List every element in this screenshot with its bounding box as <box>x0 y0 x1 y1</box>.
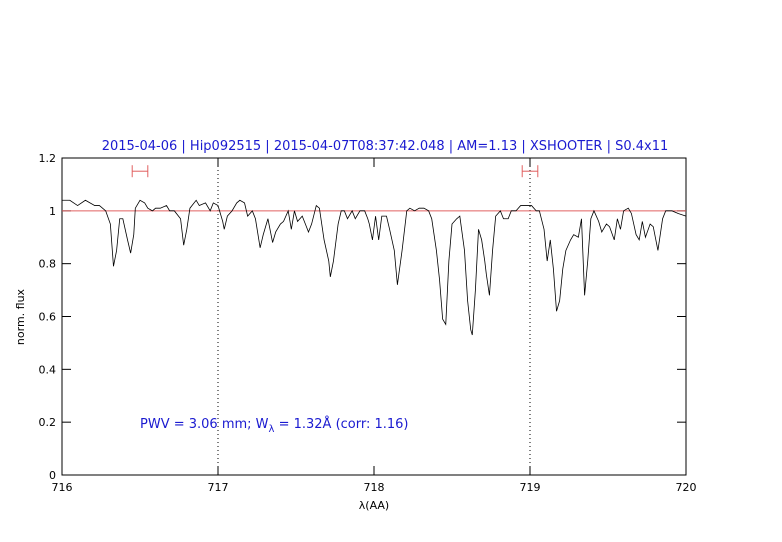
x-tick-label: 719 <box>520 481 541 494</box>
x-tick-label: 716 <box>52 481 73 494</box>
x-tick-label: 718 <box>364 481 385 494</box>
annotation: PWV = 3.06 mm; Wλ = 1.32Å (corr: 1.16) <box>140 416 409 435</box>
x-axis-label: λ(AA) <box>359 499 389 512</box>
annotation-text: = 1.32Å (corr: 1.16) <box>274 416 408 432</box>
spectrum-line <box>62 199 687 336</box>
y-tick-label: 1 <box>49 205 56 218</box>
annotation-subscript: λ <box>269 424 275 435</box>
x-tick-label: 717 <box>208 481 229 494</box>
annotation-text: PWV = 3.06 mm; W <box>140 417 269 432</box>
y-tick-label: 0.6 <box>39 311 57 324</box>
y-axis-label: norm. flux <box>14 288 27 345</box>
y-tick-label: 0.2 <box>39 416 57 429</box>
y-tick-label: 0 <box>49 469 56 482</box>
y-tick-label: 0.4 <box>39 363 57 376</box>
chart-title: 2015-04-06 | Hip092515 | 2015-04-07T08:3… <box>102 139 669 154</box>
y-tick-label: 1.2 <box>39 152 57 165</box>
x-tick-label: 720 <box>676 481 697 494</box>
y-tick-label: 0.8 <box>39 258 57 271</box>
